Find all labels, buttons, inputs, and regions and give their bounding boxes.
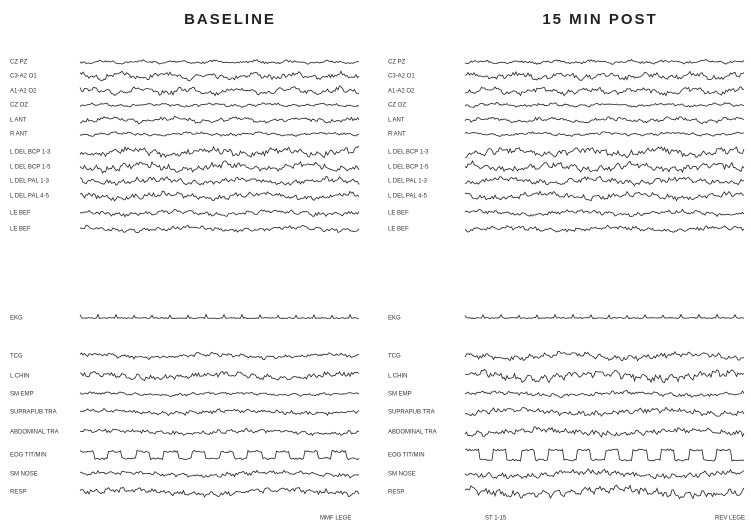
trace	[464, 190, 745, 202]
trace	[79, 176, 360, 186]
channel-label: L DEL PAL 1-3	[388, 179, 428, 185]
channel-label: L DEL PAL 4-5	[388, 194, 428, 200]
trace	[464, 368, 745, 384]
channel-label: CZ OZ	[388, 103, 406, 109]
trace	[79, 115, 360, 125]
channel-label: LE BEF	[10, 211, 31, 217]
trace	[464, 175, 745, 187]
footer-label: MMF LEGE	[320, 516, 351, 522]
trace	[79, 160, 360, 174]
channel-label: EOG TIT/MIN	[10, 453, 47, 459]
trace	[79, 407, 360, 417]
channel-label: L DEL BCP 1-3	[10, 150, 51, 156]
trace	[464, 86, 745, 97]
channel-label: R ANT	[10, 132, 28, 138]
trace	[464, 448, 745, 462]
trace	[464, 70, 745, 81]
trace	[464, 131, 745, 138]
channel-label: L CHIN	[10, 374, 29, 380]
trace	[79, 469, 360, 479]
trace	[464, 484, 745, 500]
channel-label: TCG	[388, 354, 401, 360]
trace	[79, 85, 360, 97]
trace	[79, 145, 360, 159]
channel-label: L DEL PAL 4-5	[10, 194, 50, 200]
channel-label: A1-A2 O2	[10, 89, 37, 95]
channel-label: SM NOSE	[388, 472, 416, 478]
trace	[79, 449, 360, 461]
channel-label: L DEL BCP 1-5	[388, 165, 429, 171]
trace	[464, 58, 745, 65]
channel-label: CZ PZ	[10, 60, 28, 66]
trace	[464, 146, 745, 159]
channel-label: CZ PZ	[388, 60, 406, 66]
trace	[79, 391, 360, 397]
trace	[464, 390, 745, 399]
channel-label: LE BEF	[10, 227, 31, 233]
trace	[464, 116, 745, 125]
channel-label: L CHIN	[388, 374, 407, 380]
channel-label: A1-A2 O2	[388, 89, 415, 95]
trace	[79, 190, 360, 202]
footer-label: REV LEGE	[715, 516, 745, 522]
trace	[464, 350, 745, 362]
trace	[79, 313, 360, 320]
channel-label: SM EMP	[10, 392, 34, 398]
channel-label: L DEL BCP 1-5	[10, 165, 51, 171]
channel-label: RESP	[10, 490, 26, 496]
channel-label: L DEL PAL 1-3	[10, 179, 50, 185]
channel-label: SM EMP	[388, 392, 412, 398]
channel-label: EKG	[388, 316, 401, 322]
panel-title: BASELINE	[184, 11, 276, 28]
channel-label: SM NOSE	[10, 472, 38, 478]
footer-label: ST 1-15	[485, 516, 507, 522]
trace	[79, 58, 360, 65]
channel-label: L ANT	[10, 118, 27, 124]
channel-label: SUPRAPUB TRA	[388, 410, 435, 416]
trace	[79, 486, 360, 498]
trace	[464, 160, 745, 174]
trace	[79, 208, 360, 218]
trace	[79, 131, 360, 138]
trace	[464, 468, 745, 480]
channel-label: TCG	[10, 354, 23, 360]
channel-label: L DEL BCP 1-3	[388, 150, 429, 156]
channel-label: SUPRAPUB TRA	[10, 410, 57, 416]
trace	[79, 427, 360, 437]
trace	[79, 370, 360, 382]
trace	[464, 208, 745, 218]
channel-label: C3-A2 O1	[388, 74, 415, 80]
channel-label: EKG	[10, 316, 23, 322]
trace	[79, 351, 360, 360]
trace	[79, 102, 360, 109]
channel-label: ABDOMINAL TRA	[388, 430, 437, 436]
channel-label: R ANT	[388, 132, 406, 138]
trace	[464, 313, 745, 319]
channel-label: LE BEF	[388, 227, 409, 233]
channel-label: LE BEF	[388, 211, 409, 217]
panel-title: 15 MIN POST	[542, 11, 657, 28]
trace	[464, 426, 745, 438]
trace	[465, 406, 745, 417]
channel-label: RESP	[388, 490, 404, 496]
channel-label: ABDOMINAL TRA	[10, 430, 59, 436]
trace	[464, 224, 745, 233]
trace	[79, 224, 360, 234]
trace	[79, 70, 360, 82]
channel-label: C3-A2 O1	[10, 74, 37, 80]
channel-label: L ANT	[388, 118, 405, 124]
channel-label: EOG TIT/MIN	[388, 453, 425, 459]
channel-label: CZ OZ	[10, 103, 28, 109]
trace	[464, 102, 745, 108]
